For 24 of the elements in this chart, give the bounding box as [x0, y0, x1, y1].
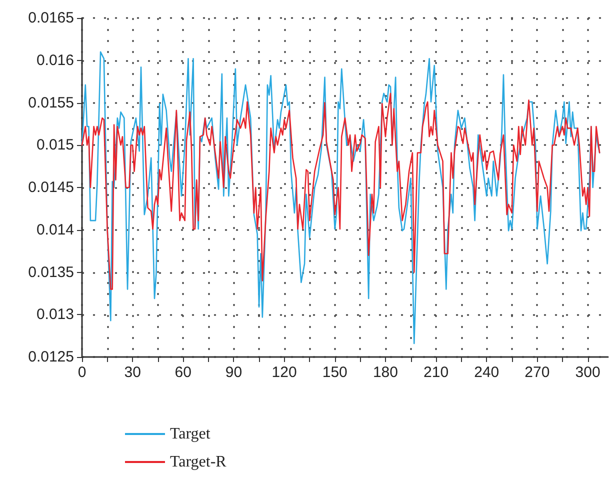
y-tick-label: 0.0145	[28, 179, 74, 196]
x-tick-label: 0	[78, 364, 86, 381]
y-tick-label: 0.016	[36, 52, 74, 69]
y-tick-label: 0.014	[36, 221, 74, 238]
x-tick-label: 60	[174, 364, 192, 381]
x-tick-label: 210	[424, 364, 449, 381]
y-tick-label: 0.0165	[28, 10, 74, 26]
x-tick-label: 120	[272, 364, 297, 381]
x-tick-label: 150	[322, 364, 348, 381]
line-series	[81, 51, 600, 344]
line-series	[81, 92, 600, 290]
y-tick-label: 0.0155	[28, 94, 74, 112]
x-tick-label: 180	[372, 364, 398, 381]
y-tick-label: 0.0135	[28, 264, 74, 281]
x-tick-label: 240	[474, 364, 500, 381]
x-tick-label: 270	[524, 364, 550, 381]
x-tick-label: 300	[575, 364, 600, 381]
x-tick-label: 30	[124, 364, 141, 381]
y-tick-label: 0.013	[36, 306, 74, 324]
x-tick-label: 90	[225, 364, 242, 381]
legend-label: Target	[170, 426, 211, 442]
y-tick-label: 0.0125	[28, 348, 74, 366]
legend-label: Target-R	[170, 454, 227, 470]
y-tick-label: 0.015	[36, 136, 74, 154]
